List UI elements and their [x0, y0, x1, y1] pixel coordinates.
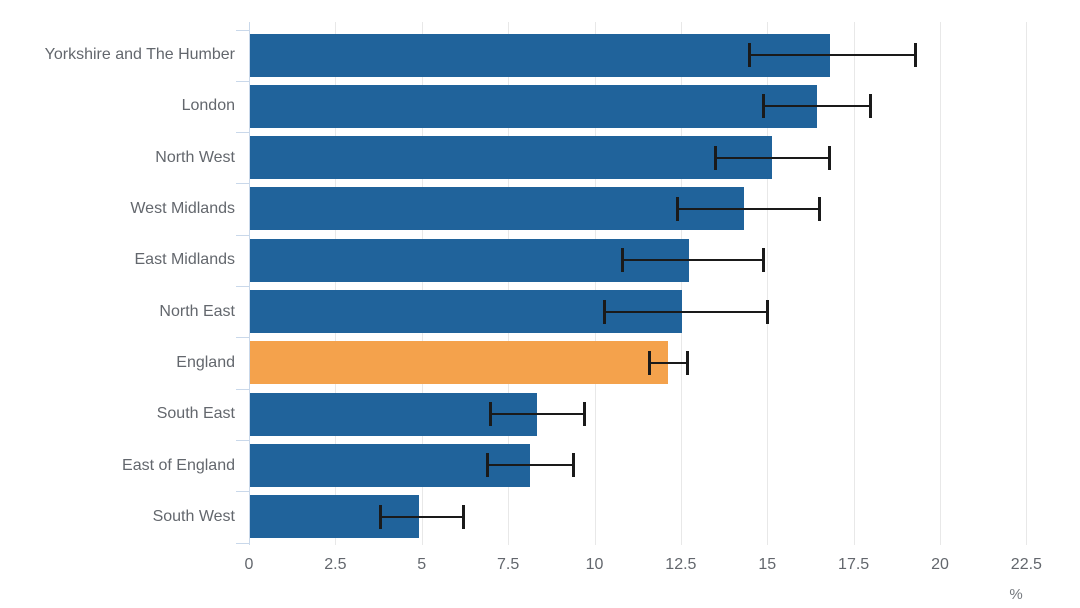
error-bar-cap-high — [914, 43, 918, 67]
y-axis-tick — [236, 29, 249, 31]
category-label-yorkshire-and-the-humber: Yorkshire and The Humber — [44, 46, 235, 64]
error-bar-cap-high — [869, 94, 873, 119]
x-tick-label-17-5: 17.5 — [838, 556, 870, 573]
error-bar-line — [649, 361, 688, 364]
error-bar-cap-low — [485, 453, 489, 478]
error-bar-cap-low — [713, 145, 717, 170]
y-axis-tick — [236, 542, 249, 544]
y-axis-tick — [236, 388, 249, 390]
gridline — [508, 22, 510, 545]
error-bar-cap-high — [572, 453, 576, 478]
category-label-south-west: South West — [152, 507, 235, 525]
category-label-london: London — [181, 97, 235, 115]
y-axis-tick — [236, 439, 249, 441]
x-tick-label-22-5: 22.5 — [1010, 556, 1042, 573]
error-bar-cap-low — [620, 248, 624, 273]
error-bar-line — [380, 515, 464, 518]
error-bar-cap-low — [648, 350, 652, 375]
category-label-north-west: North West — [155, 148, 235, 166]
gridline — [335, 22, 337, 545]
bar-london[interactable] — [250, 84, 817, 128]
y-axis-line — [249, 22, 250, 545]
gridline — [1026, 22, 1028, 545]
error-bar-cap-high — [817, 196, 821, 221]
error-bar-cap-high — [765, 299, 769, 324]
error-bar-line — [604, 310, 768, 313]
bar-east-midlands[interactable] — [250, 238, 689, 282]
gridline — [594, 22, 596, 545]
gridline — [421, 22, 423, 545]
x-tick-label-5: 5 — [417, 556, 427, 573]
category-label-north-east: North East — [159, 302, 235, 320]
error-bar-line — [677, 207, 820, 210]
category-label-west-midlands: West Midlands — [130, 200, 235, 218]
gridline — [767, 22, 769, 545]
x-tick-label-12-5: 12.5 — [665, 556, 697, 573]
y-axis-tick — [236, 286, 249, 287]
error-bar-line — [763, 105, 871, 108]
plot-area — [236, 22, 1039, 545]
error-bar-line — [490, 413, 585, 416]
x-tick-label-20: 20 — [931, 556, 949, 573]
y-axis-tick — [236, 132, 249, 134]
x-tick-label-10: 10 — [585, 556, 604, 573]
error-bar-cap-low — [489, 402, 493, 427]
gridline — [853, 22, 855, 545]
bar-england[interactable] — [250, 341, 669, 385]
bar-east-of-england[interactable] — [250, 443, 530, 487]
error-bar-line — [622, 259, 764, 262]
gridline — [940, 22, 941, 545]
error-bar-cap-low — [378, 504, 382, 529]
error-bar-cap-high — [686, 350, 690, 375]
y-axis-tick — [236, 337, 249, 339]
y-axis-tick — [236, 234, 249, 236]
error-bar-cap-high — [827, 145, 831, 170]
error-bar-line — [487, 464, 574, 467]
x-tick-label-15: 15 — [758, 556, 777, 573]
gridline — [680, 22, 682, 545]
error-bar-cap-high — [461, 504, 465, 529]
y-axis-tick — [236, 491, 249, 493]
x-tick-label-0: 0 — [244, 556, 254, 573]
error-bar-cap-low — [675, 196, 679, 221]
bar-west-midlands[interactable] — [250, 187, 745, 231]
error-bar-cap-low — [748, 43, 752, 67]
y-axis-tick — [236, 183, 249, 185]
bar-north-west[interactable] — [250, 136, 772, 180]
x-tick-label-7-5: 7.5 — [497, 556, 520, 573]
category-label-england: England — [176, 353, 235, 371]
category-label-east-of-england: East of England — [122, 456, 235, 474]
error-bar-cap-low — [603, 299, 607, 324]
error-bar-line — [715, 156, 830, 159]
bar-south-east[interactable] — [250, 392, 537, 436]
y-axis-tick — [236, 80, 249, 82]
error-bar-line — [749, 54, 916, 56]
x-tick-label-2-5: 2.5 — [324, 556, 347, 573]
bar-yorkshire-and-the-humber[interactable] — [250, 33, 831, 77]
x-axis-unit-label: % — [1009, 586, 1023, 603]
category-label-east-midlands: East Midlands — [134, 251, 236, 269]
category-label-south-east: South East — [156, 405, 235, 423]
error-bar-cap-high — [762, 248, 766, 273]
error-bar-cap-low — [762, 94, 766, 119]
error-bar-cap-high — [582, 402, 586, 427]
